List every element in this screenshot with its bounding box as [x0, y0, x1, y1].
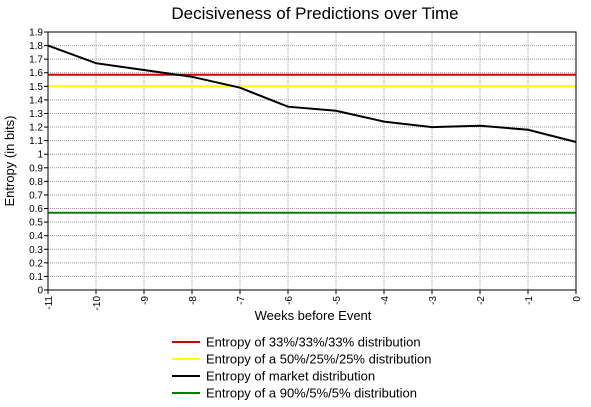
x-tick-label: -9 — [140, 296, 151, 305]
y-tick-label: 1.7 — [29, 55, 43, 66]
y-tick-label: 0.7 — [29, 190, 43, 201]
y-tick-label: 0 — [37, 286, 43, 297]
y-tick-label: 0.4 — [29, 231, 43, 242]
x-tick-label: -10 — [92, 296, 103, 311]
legend-label: Entropy of a 90%/5%/5% distribution — [206, 386, 417, 401]
y-tick-label: 1.2 — [29, 123, 43, 134]
plot-area — [48, 32, 576, 290]
y-tick-label: 1.8 — [29, 41, 43, 52]
x-tick-label: -8 — [188, 296, 199, 305]
y-tick-label: 1.1 — [29, 136, 43, 147]
y-tick-label: 0.9 — [29, 163, 43, 174]
y-tick-label: 1.5 — [29, 82, 43, 93]
x-tick-label: -7 — [236, 296, 247, 305]
y-tick-label: 1.6 — [29, 68, 43, 79]
x-tick-label: 0 — [572, 296, 583, 302]
y-tick-label: 1 — [37, 150, 43, 161]
plot-frame — [47, 31, 577, 291]
x-axis-label: Weeks before Event — [255, 308, 372, 323]
x-tick-label: -6 — [284, 296, 295, 305]
x-tick-label: -3 — [428, 296, 439, 305]
y-tick-label: 0.3 — [29, 245, 43, 256]
y-tick-label: 0.8 — [29, 177, 43, 188]
series-line-2 — [47, 44, 577, 143]
y-tick-label: 0.2 — [29, 258, 43, 269]
y-tick-label: 0.1 — [29, 272, 43, 283]
x-tick-label: -2 — [476, 296, 487, 305]
legend-label: Entropy of market distribution — [206, 369, 375, 384]
y-tick-label: 1.3 — [29, 109, 43, 120]
x-tick-label: -4 — [380, 296, 391, 305]
y-tick-label: 1.4 — [29, 95, 43, 106]
y-axis-label: Entropy (in bits) — [2, 115, 17, 206]
x-tick-labels: -11 -10 -9 -8 -7 -6 -5 -4 -3 -2 -1 0 — [44, 290, 583, 310]
x-tick-label: -11 — [44, 296, 55, 310]
x-tick-label: -5 — [332, 296, 343, 305]
series-layer — [47, 44, 577, 214]
legend-label: Entropy of 33%/33%/33% distribution — [206, 335, 421, 350]
grid-lines — [47, 31, 577, 291]
y-tick-labels: 0 0.1 0.2 0.3 0.4 0.5 0.6 0.7 0.8 0.9 1 1.1 1.2 1.3 1.… — [29, 28, 48, 297]
chart-title: Decisiveness of Predictions over Time — [171, 4, 458, 23]
x-tick-label: -1 — [524, 296, 535, 305]
y-tick-label: 0.6 — [29, 204, 43, 215]
y-tick-label: 0.5 — [29, 218, 43, 229]
y-tick-label: 1.9 — [29, 28, 43, 39]
legend-label: Entropy of a 50%/25%/25% distribution — [206, 352, 431, 367]
legend: Entropy of 33%/33%/33% distribution Entro… — [172, 335, 431, 401]
